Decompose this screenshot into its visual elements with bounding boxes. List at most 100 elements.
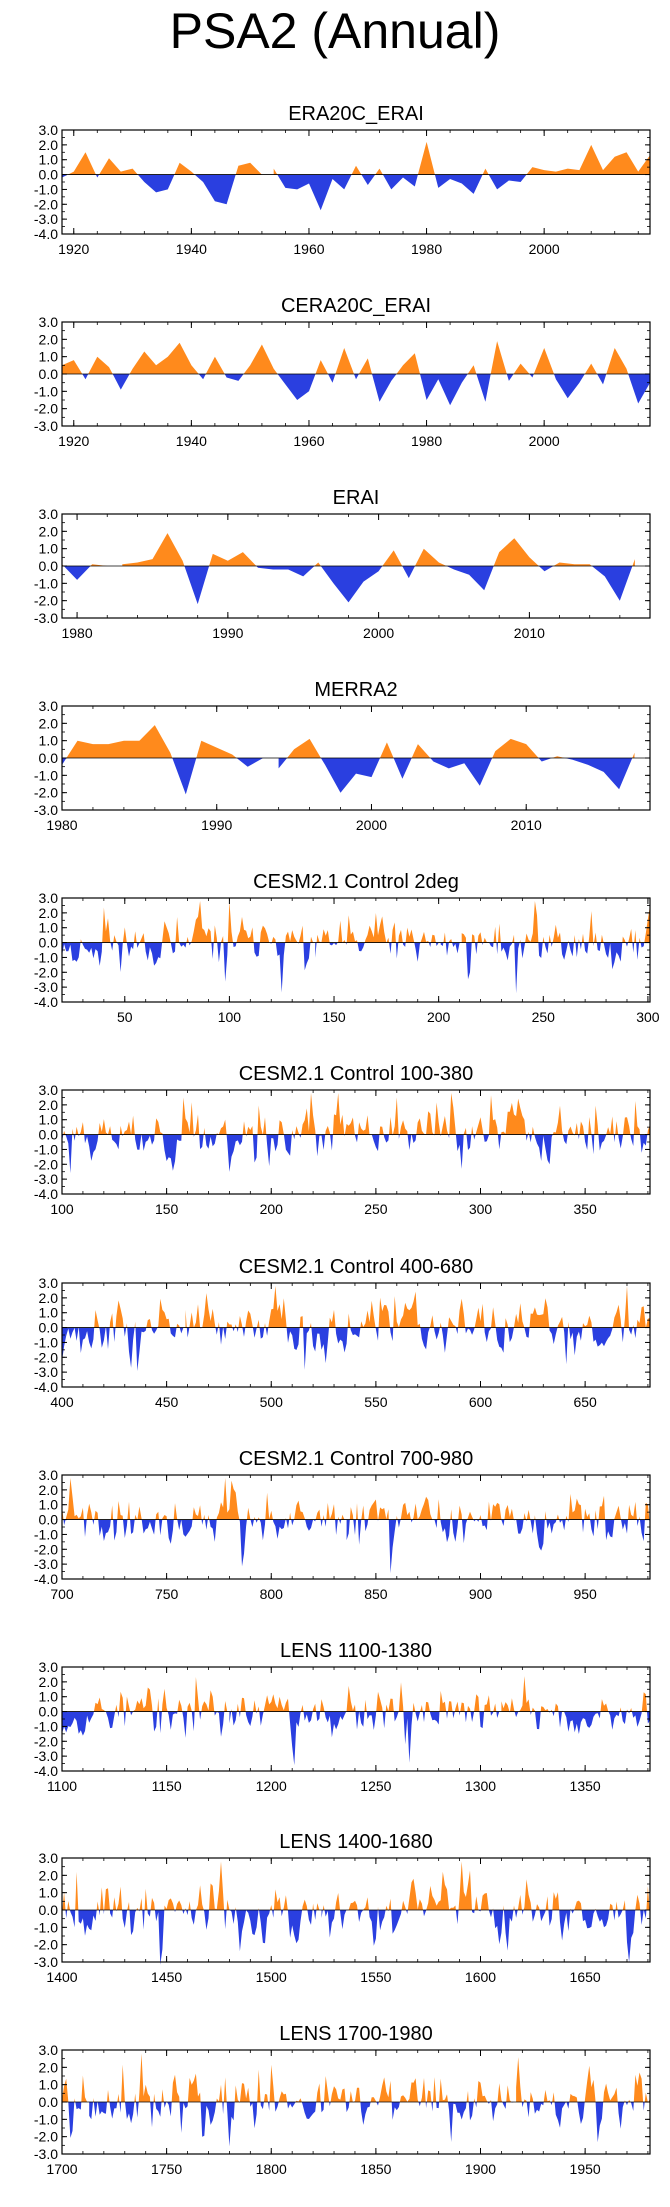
x-tick-label: 400 [50,1394,74,1410]
chart-panel-2: CERA20C_ERAI 3.02.0 1.00.0-1.0 -2.0-3.01920… [34,295,651,449]
x-tick-label: 300 [469,1201,493,1217]
negative-area-series [63,1519,650,1574]
x-tick-label: 150 [155,1201,179,1217]
y-tick-label: -2.0 [34,196,58,212]
y-tick-label: 2.0 [39,1290,59,1306]
x-tick-label: 1990 [212,625,243,641]
x-tick-label: 200 [427,1009,451,1025]
y-tick-label: -2.0 [34,1733,58,1749]
y-tick-label: -3.0 [34,1171,58,1187]
panel-title: CESM2.1 Control 700-980 [239,1448,474,1470]
x-tick-label: 1960 [293,241,324,257]
x-tick-label: 1980 [411,433,442,449]
x-tick-label: 1950 [570,2161,601,2177]
y-tick-label: 0.0 [39,1127,59,1143]
y-tick-label: 2.0 [39,331,59,347]
x-tick-label: 1150 [152,1778,182,1794]
y-tick-label: 1.0 [39,1689,59,1705]
y-tick-label: -4.0 [34,1763,58,1779]
x-tick-label: 300 [636,1009,660,1025]
x-tick-label: 1850 [360,2161,391,2177]
x-tick-label: 800 [260,1586,284,1602]
x-tick-label: 2010 [514,625,545,641]
x-tick-label: 250 [364,1201,388,1217]
y-tick-label: -3.0 [34,1556,58,1572]
x-tick-label: 1750 [151,2161,182,2177]
negative-area-series [63,566,633,605]
y-tick-label: 3.0 [39,1659,59,1675]
x-tick-label: 1980 [46,817,77,833]
x-tick-label: 1650 [570,1969,601,1985]
panel-title: LENS 1400-1680 [279,1831,432,1853]
y-tick-label: 1.0 [39,541,59,557]
positive-area-series [62,341,629,374]
x-tick-label: 550 [364,1394,388,1410]
y-tick-label: -1.0 [34,1334,58,1350]
x-tick-label: 100 [50,1201,74,1217]
negative-area-series [62,1711,650,1766]
positive-area-series [93,1676,647,1712]
x-tick-label: 1450 [151,1969,182,1985]
chart-panel-5: CESM2.1 Control 2deg 3.02.01.00.0-1.0-2.0… [34,871,660,1025]
x-tick-label: 750 [155,1586,179,1602]
negative-area-series [82,374,651,406]
x-tick-label: 1920 [58,433,89,449]
y-tick-label: 1.0 [39,2077,59,2093]
x-tick-label: 950 [573,1586,597,1602]
y-tick-label: 3.0 [39,1082,59,1098]
chart-panel-1: ERA20C_ERAI3.02.01.00.0-1.0-2.0-3.0-4.01… [34,103,651,257]
x-tick-label: 1100 [47,1778,77,1794]
chart-panel-11: LENS 1700-19803.02.01.00.0-1.0-2.0-3.017… [34,2023,651,2177]
y-tick-label: 3.0 [39,314,59,330]
y-tick-label: 2.0 [39,715,59,731]
y-tick-label: 0.0 [39,750,59,766]
x-tick-label: 1300 [465,1778,496,1794]
x-tick-label: 200 [260,1201,284,1217]
y-tick-label: 3.0 [39,698,59,714]
x-tick-label: 600 [469,1394,493,1410]
y-tick-label: 1.0 [39,349,59,365]
y-tick-label: 1.0 [39,733,59,749]
y-tick-label: 0.0 [39,1512,59,1528]
plot-frame [61,1089,651,1195]
y-tick-label: 2.0 [39,2059,59,2075]
positive-area-series [80,901,650,943]
y-tick-label: 1.0 [39,152,59,168]
panel-title: CESM2.1 Control 100-380 [239,1063,474,1085]
y-tick-label: 1.0 [39,920,59,936]
y-tick-label: -1.0 [34,1919,58,1935]
y-tick-label: 2.0 [39,1867,59,1883]
y-tick-label: 1.0 [39,1112,59,1128]
x-tick-label: 2000 [529,241,560,257]
y-tick-label: -3.0 [34,1748,58,1764]
x-tick-label: 650 [573,1394,597,1410]
chart-panel-7: CESM2.1 Control 400-6803.02.01.00.0-1.0-… [34,1256,651,1410]
y-tick-label: -2.0 [34,593,58,609]
x-tick-label: 900 [469,1586,493,1602]
x-tick-label: 1980 [61,625,92,641]
x-tick-label: 2000 [356,817,387,833]
x-tick-label: 350 [573,1201,597,1217]
x-tick-label: 1900 [465,2161,496,2177]
plot-frame [61,1666,651,1772]
x-tick-label: 1350 [570,1778,601,1794]
y-tick-label: -2.0 [34,401,58,417]
y-tick-label: 3.0 [39,2042,59,2058]
x-tick-label: 1700 [46,2161,77,2177]
panel-title: ERAI [333,487,380,509]
y-tick-label: -4.0 [34,1186,58,1202]
y-tick-label: -3.0 [34,1954,58,1970]
x-tick-label: 1980 [411,241,442,257]
x-tick-label: 1200 [256,1778,287,1794]
y-tick-label: -1.0 [34,1718,58,1734]
x-tick-label: 2000 [529,433,560,449]
chart-panel-8: CESM2.1 Control 700-9803.02.01.00.0-1.0-… [34,1448,651,1602]
y-tick-label: -1.0 [34,383,58,399]
y-tick-label: 3.0 [39,1275,59,1291]
y-tick-label: 3.0 [39,506,59,522]
panel-title: CERA20C_ERAI [281,295,431,317]
x-tick-label: 500 [260,1394,284,1410]
x-tick-label: 1960 [293,433,324,449]
